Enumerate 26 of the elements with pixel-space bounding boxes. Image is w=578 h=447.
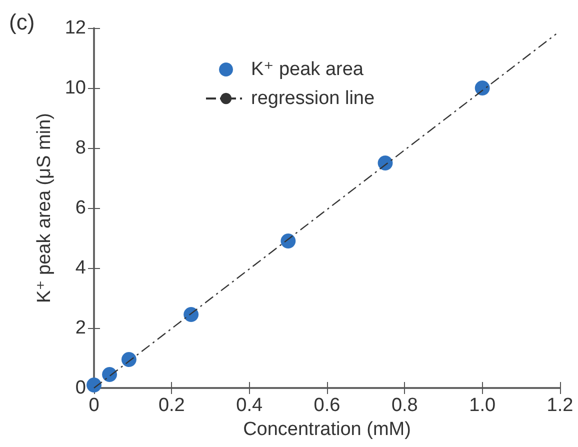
point	[474, 80, 490, 96]
x-tick-label: 0.6	[314, 395, 340, 416]
x-tick-label: 1.0	[469, 395, 496, 416]
x-tick-label: 0.2	[158, 395, 185, 416]
y-tick-label: 4	[75, 258, 86, 278]
y-tick-label: 2	[75, 318, 86, 338]
y-axis-title: K⁺ peak area (μS min)	[34, 113, 55, 303]
point	[86, 378, 102, 392]
point	[121, 352, 136, 367]
x-axis-title: Concentration (mM)	[243, 418, 411, 440]
point	[378, 156, 393, 170]
y-tick-label: 8	[75, 138, 86, 158]
legend-label: regression line	[251, 88, 375, 109]
point	[280, 234, 296, 248]
x-tick-label: 1.2	[546, 395, 574, 416]
y-tick-label: 0	[75, 378, 86, 398]
y-tick-label: 12	[64, 18, 86, 38]
chart-title: (c)	[9, 10, 35, 34]
x-tick-label: 0.8	[391, 395, 418, 416]
y-tick-label: 10	[64, 78, 86, 98]
y-tick-label: 6	[75, 198, 86, 218]
point	[102, 367, 118, 382]
x-tick-label: 0	[88, 395, 100, 416]
point	[184, 307, 199, 322]
x-tick-label: 0.4	[236, 395, 263, 416]
legend-label: K⁺ peak area	[251, 59, 364, 80]
